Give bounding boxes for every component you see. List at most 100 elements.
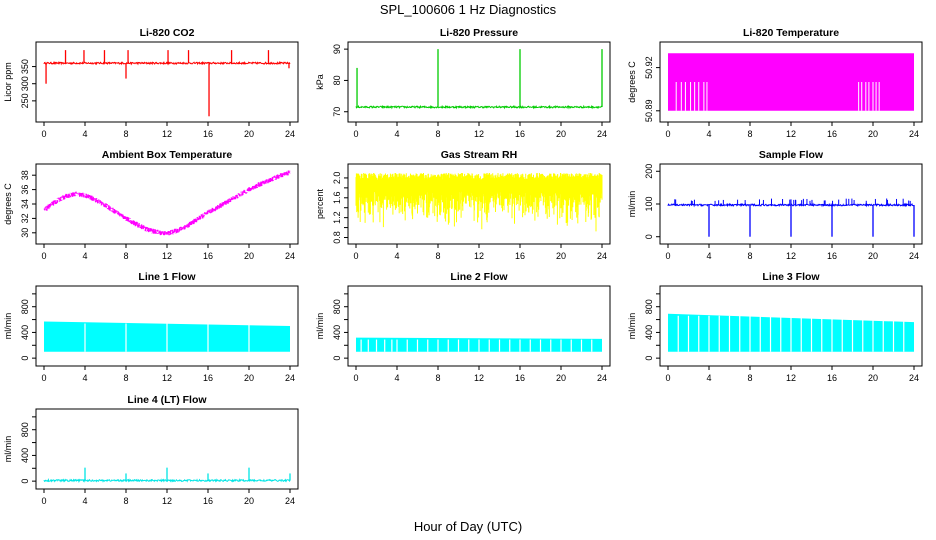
- y-tick-label: 0: [20, 479, 30, 484]
- panel-title: Line 1 Flow: [138, 271, 196, 283]
- x-tick-label: 0: [41, 251, 46, 261]
- x-tick-label: 8: [123, 129, 128, 139]
- chart-panel-8: Line 2 Flow ml/min 0 4 8 12 16 20 24 0 400 800: [315, 271, 611, 383]
- x-tick-label: 0: [353, 373, 358, 383]
- x-tick-label: 24: [597, 129, 607, 139]
- y-tick-label: 250: [20, 93, 30, 108]
- y-axis-label: Licor ppm: [3, 62, 13, 102]
- x-tick-label: 4: [706, 251, 711, 261]
- y-tick-label: 200: [644, 164, 654, 179]
- x-tick-label: 20: [244, 251, 254, 261]
- x-tick-label: 20: [556, 373, 566, 383]
- chart-panel-9: Line 3 Flow ml/min 0 4 8 12 16 20 24 0 400 800: [627, 271, 923, 383]
- y-tick-label: 1.2: [332, 211, 342, 224]
- x-tick-label: 16: [203, 496, 213, 506]
- y-tick-label: 400: [644, 325, 654, 340]
- x-tick-label: 8: [747, 129, 752, 139]
- y-tick-label: 800: [20, 299, 30, 314]
- x-tick-label: 8: [747, 251, 752, 261]
- panel-title: Li-820 CO2: [140, 27, 195, 39]
- x-tick-label: 16: [203, 251, 213, 261]
- y-tick-label: 300: [20, 76, 30, 91]
- x-tick-label: 16: [203, 129, 213, 139]
- chart-panel-6: Sample Flow ml/min 0 4 8 12 16 20 24 0 100 200: [627, 149, 923, 261]
- x-tick-label: 12: [786, 373, 796, 383]
- y-tick-label: 800: [20, 422, 30, 437]
- x-tick-label: 20: [556, 129, 566, 139]
- x-tick-label: 4: [394, 251, 399, 261]
- y-tick-label: 38: [20, 170, 30, 180]
- x-tick-label: 8: [435, 251, 440, 261]
- x-tick-label: 8: [123, 251, 128, 261]
- panel-plot-area: [668, 313, 914, 352]
- x-tick-label: 20: [244, 129, 254, 139]
- y-tick-label: 34: [20, 199, 30, 209]
- y-tick-label: 800: [644, 299, 654, 314]
- x-tick-label: 24: [285, 129, 295, 139]
- x-tick-label: 24: [597, 251, 607, 261]
- y-tick-label: 0: [644, 234, 654, 239]
- x-tick-label: 4: [394, 129, 399, 139]
- x-tick-label: 8: [123, 373, 128, 383]
- series-line: [43, 60, 291, 66]
- x-tick-label: 20: [244, 373, 254, 383]
- x-tick-label: 4: [706, 129, 711, 139]
- panel-title: Gas Stream RH: [441, 149, 517, 161]
- x-tick-label: 24: [909, 373, 919, 383]
- panel-plot-area: [355, 173, 603, 232]
- panel-plot-area: [668, 53, 914, 111]
- x-tick-label: 24: [285, 373, 295, 383]
- x-tick-label: 16: [515, 129, 525, 139]
- x-tick-label: 0: [665, 251, 670, 261]
- y-axis-label: degrees C: [627, 61, 637, 103]
- panel-plot-area: [43, 50, 291, 117]
- x-tick-label: 12: [162, 251, 172, 261]
- y-axis-label: ml/min: [3, 436, 13, 463]
- x-tick-label: 24: [285, 251, 295, 261]
- panel-title: Line 2 Flow: [450, 271, 508, 283]
- x-tick-label: 20: [244, 496, 254, 506]
- y-axis-label: ml/min: [315, 313, 325, 340]
- panel-title: Ambient Box Temperature: [102, 149, 233, 161]
- y-tick-label: 32: [20, 213, 30, 223]
- panel-title: Li-820 Pressure: [440, 27, 518, 39]
- chart-panel-10: Line 4 (LT) Flow ml/min 0 4 8 12 16 20 24 0 400 800: [3, 394, 299, 506]
- x-tick-label: 24: [909, 129, 919, 139]
- x-tick-label: 12: [474, 129, 484, 139]
- x-tick-label: 20: [868, 373, 878, 383]
- x-tick-label: 0: [665, 129, 670, 139]
- chart-panel-1: Li-820 CO2 Licor ppm 0 4 8 12 16 20 24 250 300 350: [3, 27, 299, 139]
- panel-plot-area: [356, 337, 602, 352]
- x-tick-label: 16: [827, 251, 837, 261]
- y-tick-label: 0: [332, 356, 342, 361]
- panel-title: Li-820 Temperature: [743, 27, 839, 39]
- series-line: [43, 170, 291, 236]
- series-line: [43, 477, 291, 484]
- x-tick-label: 12: [474, 373, 484, 383]
- y-tick-label: 100: [644, 196, 654, 211]
- x-tick-label: 8: [435, 373, 440, 383]
- x-tick-label: 0: [41, 129, 46, 139]
- x-tick-label: 16: [203, 373, 213, 383]
- x-tick-label: 12: [162, 373, 172, 383]
- x-tick-label: 0: [41, 496, 46, 506]
- x-tick-label: 16: [515, 373, 525, 383]
- y-axis-label: ml/min: [627, 313, 637, 340]
- chart-panel-5: Gas Stream RH percent 0 4 8 12 16 20 24 0.8 1.2 1.6…: [315, 149, 611, 261]
- chart-panel-2: Li-820 Pressure kPa 0 4 8 12 16 20 24 70 80 90: [315, 27, 611, 139]
- y-tick-label: 1.6: [332, 192, 342, 205]
- y-tick-label: 50.92: [644, 56, 654, 79]
- y-tick-label: 0.8: [332, 231, 342, 244]
- y-tick-label: 80: [332, 75, 342, 85]
- y-tick-label: 30: [20, 228, 30, 238]
- x-tick-label: 16: [827, 373, 837, 383]
- y-tick-label: 350: [20, 59, 30, 74]
- x-tick-label: 8: [747, 373, 752, 383]
- y-tick-label: 70: [332, 107, 342, 117]
- series-band: [668, 53, 914, 111]
- x-tick-label: 4: [82, 373, 87, 383]
- panel-plot-area: [43, 467, 291, 484]
- x-tick-label: 12: [786, 129, 796, 139]
- y-tick-label: 50.89: [644, 100, 654, 123]
